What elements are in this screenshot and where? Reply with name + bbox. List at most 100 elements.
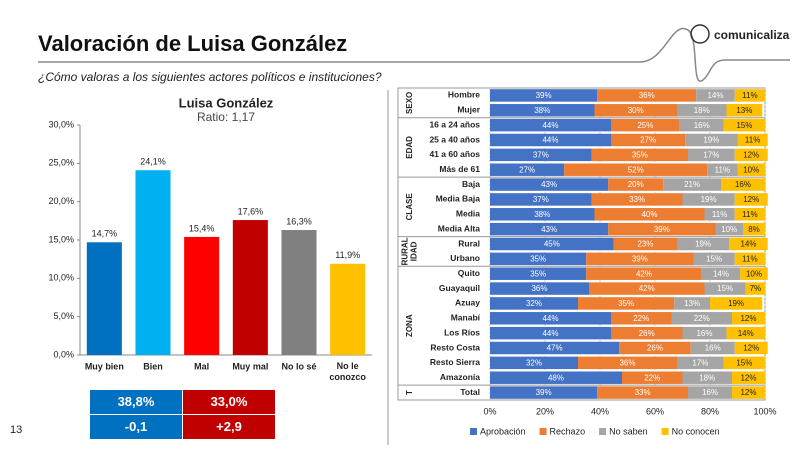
bar-segment [677,104,727,117]
bar-segment [663,178,721,191]
bar-segment [490,252,587,266]
bar-segment [591,148,688,162]
summary-cell [183,415,275,439]
value-label: 35% [530,254,546,263]
bar-segment [704,282,746,295]
bar-segment [490,371,622,384]
bar-segment [594,104,677,117]
bar-segment [490,163,565,176]
value-label: 42% [636,269,652,278]
bar-segment [726,104,763,117]
value-label: 44% [542,314,558,323]
bar-segment [586,267,702,280]
bar-segment [490,312,611,325]
value-label: 10% [721,225,737,234]
bar-segment [693,252,735,266]
y-tick-label: 0,0% [53,349,74,359]
bar-segment [734,252,765,266]
bar-segment [674,297,710,310]
value-label: 12% [740,373,756,382]
value-label: 39% [536,91,552,100]
value-label: 15% [736,358,752,367]
value-label: 44% [542,121,558,130]
row-label: Media [456,209,480,219]
bar [232,220,268,355]
row-label: Hombre [448,90,480,100]
value-label: 27% [519,165,535,174]
value-label: 16% [694,121,710,130]
value-label: 14,7% [92,229,118,239]
bar-segment [696,89,735,102]
value-label: 22% [694,314,710,323]
y-tick-label: 25,0% [48,158,74,168]
value-label: 11% [742,210,757,219]
value-label: 7% [750,284,762,293]
decoration-line [38,27,790,82]
bar-segment [490,208,595,221]
bar-segment [690,341,735,355]
bar-segment [490,104,595,117]
bar-segment [611,326,683,340]
bar [330,263,366,355]
chart-subtitle: Ratio: 1,17 [197,110,255,124]
bar-segment [490,178,609,191]
summary-cell [90,390,182,414]
x-tick-label: 60% [646,406,664,416]
bar-segment [490,89,598,102]
group-label: ZONA [405,314,414,337]
value-label: 19% [703,136,719,145]
group-label: T [405,390,414,395]
bar-segment [729,237,768,251]
value-label: 45% [544,240,560,249]
value-label: 22% [644,373,660,382]
bar-segment [490,193,592,206]
legend-label: Rechazo [550,426,586,436]
bar-segment [688,386,732,399]
bar-segment [490,341,620,355]
x-tick-label: 0% [483,406,496,416]
bar-segment [490,148,592,162]
bar-segment [715,222,743,236]
bar-segment [682,193,735,206]
value-label: 8% [748,225,760,234]
value-label: 33% [629,195,645,204]
group-label: RURAL [401,237,410,265]
bar-segment [710,297,763,310]
bar-segment [734,341,768,355]
legend-label: Aprobación [480,426,526,436]
value-label: 17% [692,358,708,367]
bar-segment [682,371,732,384]
x-tick-label: Mal [194,361,209,371]
value-label: 11% [742,91,757,100]
y-tick-label: 30,0% [48,119,74,129]
value-label: 14% [707,91,723,100]
value-label: 15% [736,121,752,130]
y-tick-label: 10,0% [48,273,74,283]
bar-segment [685,133,738,147]
group-label: CLASE [405,193,414,221]
y-tick-label: 15,0% [48,234,74,244]
row-label: 25 a 40 años [429,134,480,144]
value-label: 11,9% [335,250,360,260]
value-label: 42% [639,284,655,293]
row-label: Total [460,387,480,397]
row-label: Baja [462,179,480,189]
value-label: 11% [745,136,760,145]
bar-segment [734,193,768,206]
legend-label: No conocen [672,426,720,436]
value-label: 16% [702,388,718,397]
value-label: 36% [619,358,635,367]
x-tick-label: No le conozco [329,361,366,382]
row-label: 16 a 24 años [429,119,480,129]
legend-swatch [539,428,547,435]
value-label: 48% [548,373,564,382]
value-label: 35% [530,269,546,278]
value-label: 19% [701,195,717,204]
bar-segment [564,163,708,176]
bar-segment [721,178,765,191]
value-label: 12% [740,388,756,397]
value-label: 39% [632,254,648,263]
bar-segment [677,356,724,370]
bar-segment [743,222,765,236]
